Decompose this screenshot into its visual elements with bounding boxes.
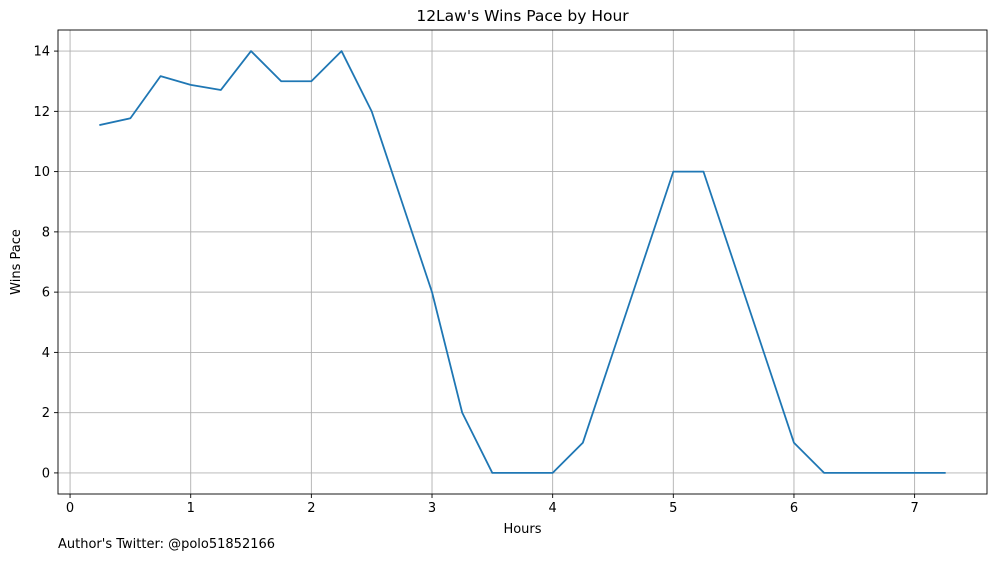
x-tick-label: 5 [669, 501, 677, 516]
x-axis-label: Hours [503, 522, 541, 537]
y-tick-label: 6 [42, 286, 50, 301]
chart-title: 12Law's Wins Pace by Hour [416, 7, 629, 25]
wins-pace-line [99, 50, 946, 474]
y-tick-label: 8 [42, 225, 50, 240]
x-tick-label: 2 [307, 501, 315, 516]
y-tick-label: 2 [42, 406, 50, 421]
series-layer [99, 50, 946, 474]
y-tick-label: 4 [42, 346, 50, 361]
author-twitter-footer: Author's Twitter: @polo51852166 [58, 537, 276, 552]
x-tick-label: 6 [790, 501, 798, 516]
x-tick-label: 1 [187, 501, 195, 516]
y-axis-label: Wins Pace [9, 229, 24, 295]
x-tick-label: 4 [549, 501, 557, 516]
plot-frame [57, 29, 988, 495]
y-tick-label: 0 [42, 466, 50, 481]
y-tick-label: 10 [33, 165, 50, 180]
x-tick-label: 7 [910, 501, 918, 516]
x-tick-label: 0 [66, 501, 74, 516]
y-tick-label: 12 [33, 105, 50, 120]
grid-lines [58, 30, 987, 494]
y-tick-label: 14 [33, 45, 50, 60]
x-tick-label: 3 [428, 501, 436, 516]
